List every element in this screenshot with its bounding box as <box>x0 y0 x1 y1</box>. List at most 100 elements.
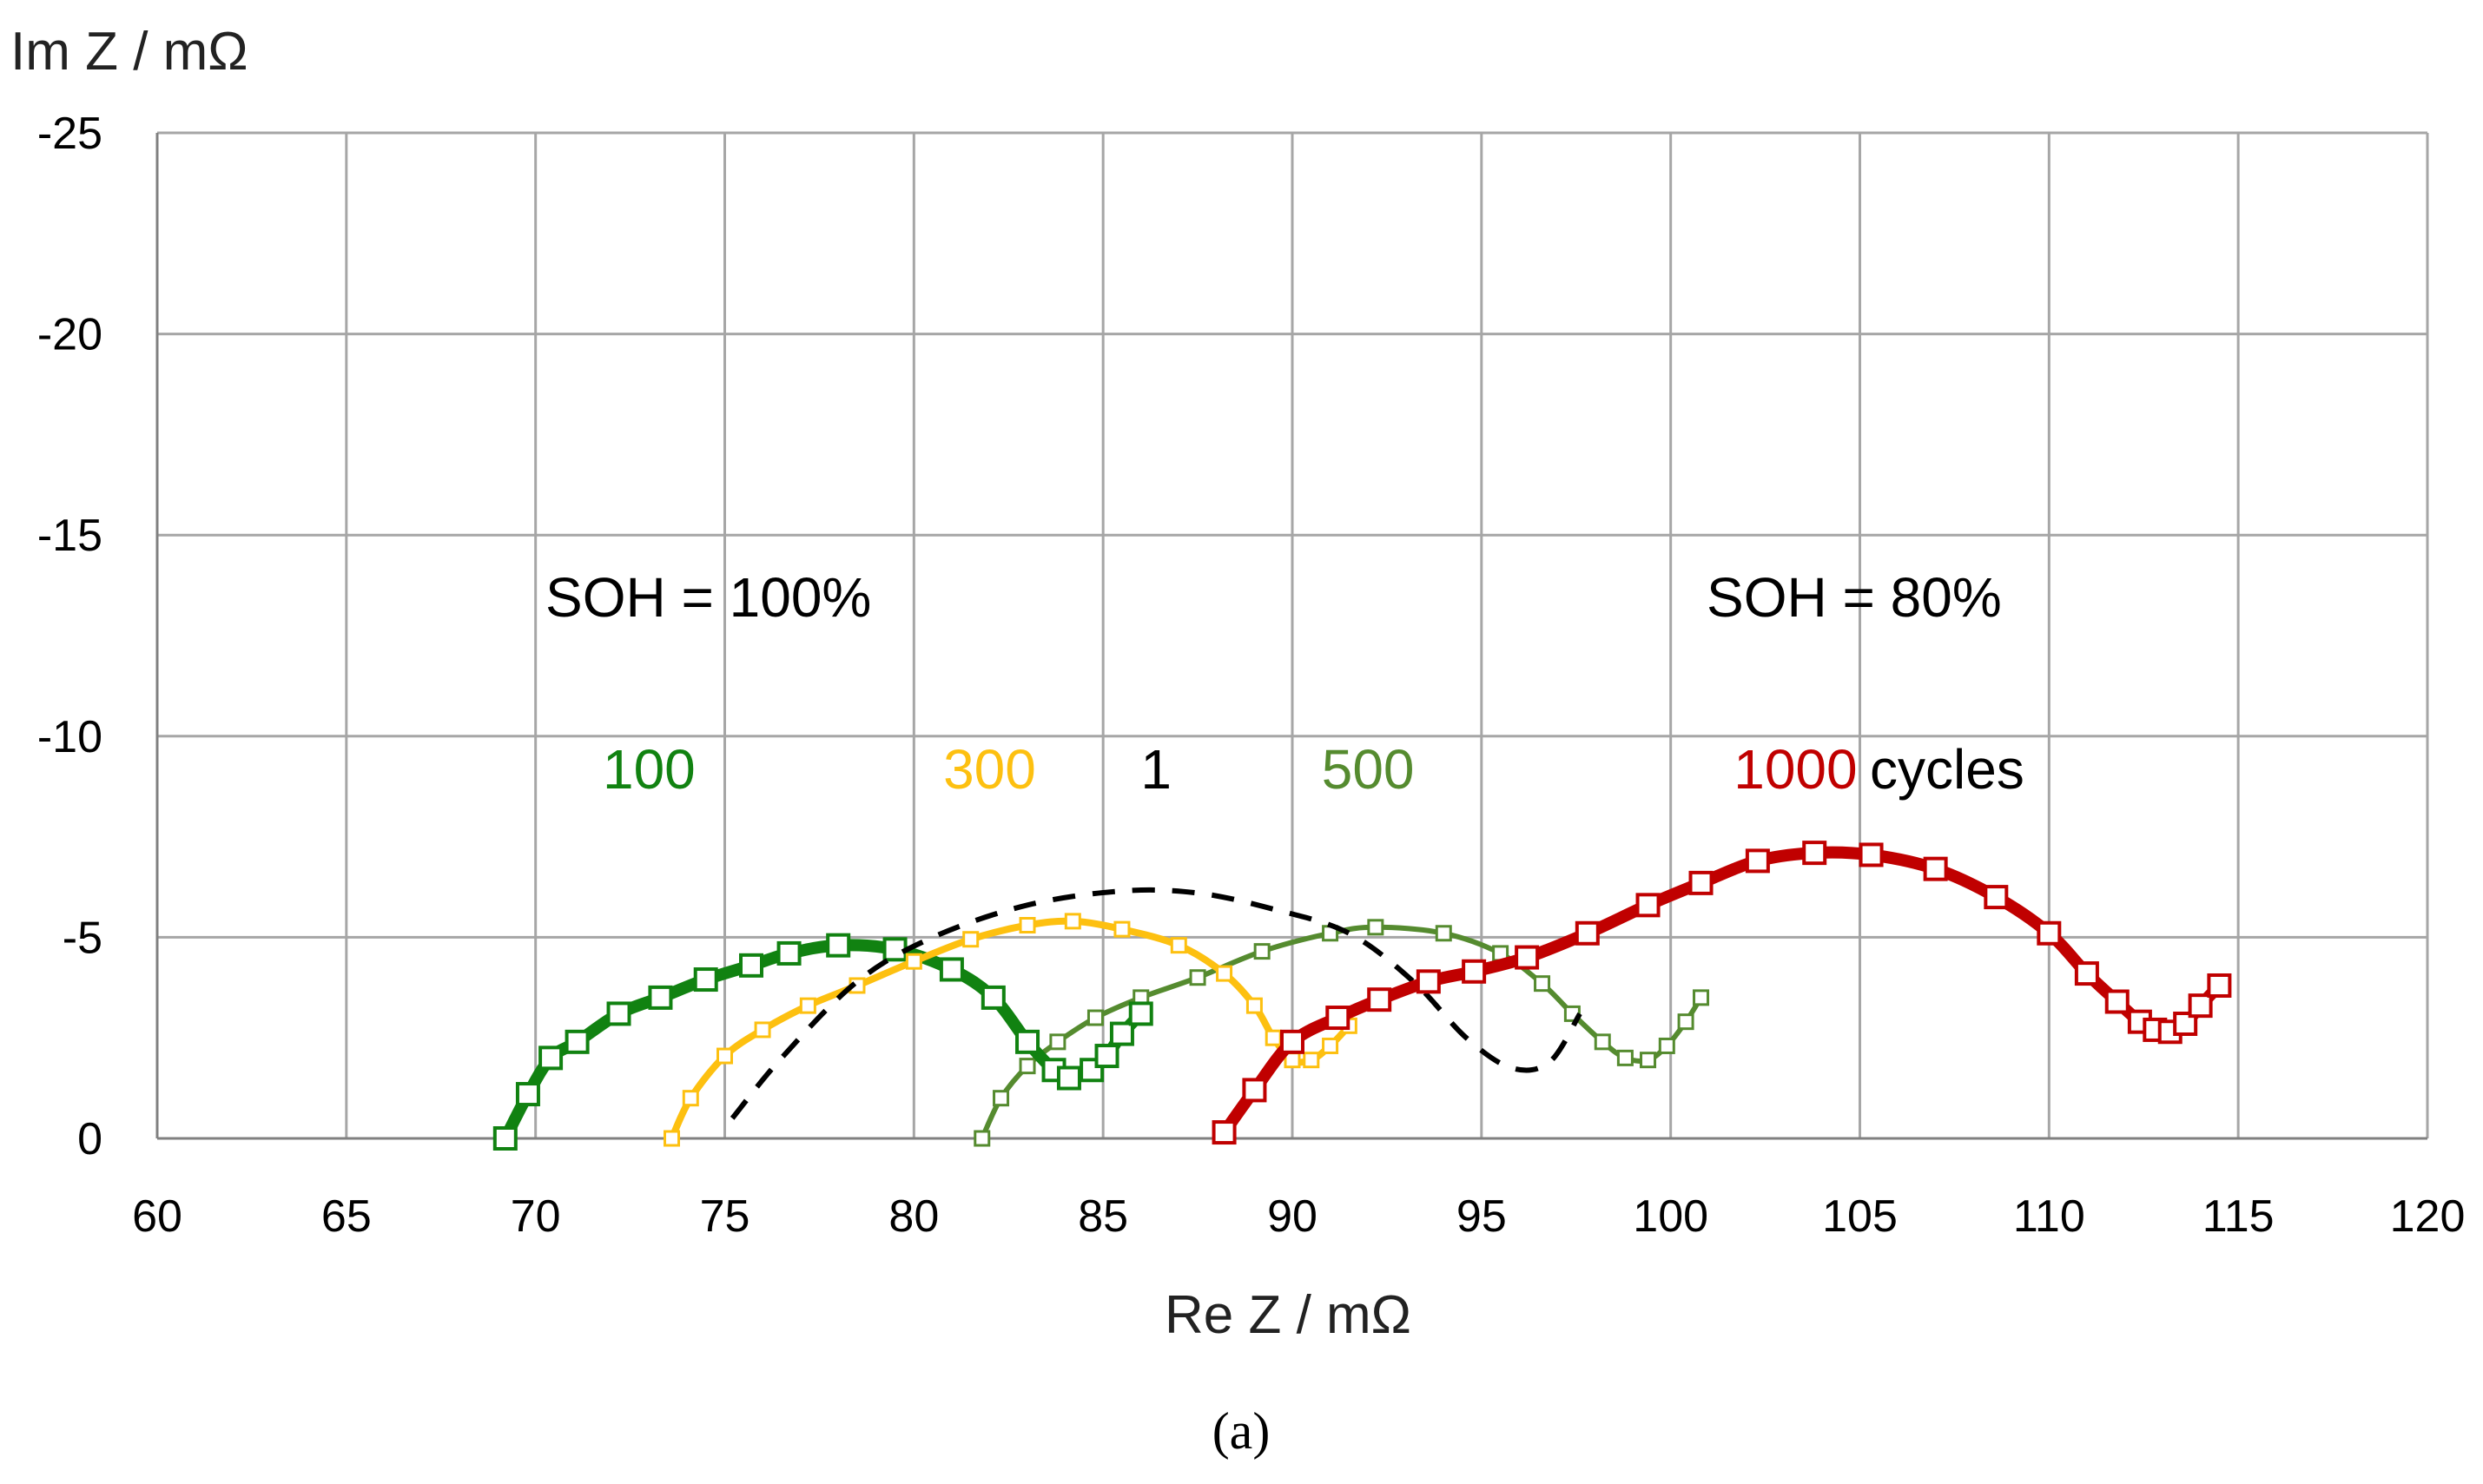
series-1000-point <box>2188 993 2213 1019</box>
series-500-point <box>1693 989 1710 1006</box>
series-100-point <box>648 985 673 1010</box>
series-1-cycles <box>730 887 1582 1120</box>
series-label-100: 100 <box>603 738 696 801</box>
x-tick-label: 80 <box>888 1191 939 1242</box>
series-500-point <box>1594 1033 1611 1051</box>
series-label-500: 500 <box>1322 738 1415 801</box>
series-500-point <box>1616 1049 1634 1066</box>
series-1000-point <box>1688 870 1714 895</box>
soh-80-annotation: SOH = 80% <box>1707 566 2002 629</box>
x-tick-label: 105 <box>1822 1191 1898 1242</box>
series-1000-point <box>1416 969 1441 994</box>
y-tick-label: 0 <box>77 1114 102 1164</box>
series-500-point <box>1367 919 1384 936</box>
series-300-point <box>1265 1029 1282 1046</box>
x-tick-label: 120 <box>2390 1191 2466 1242</box>
series-1000-point <box>1859 842 1884 867</box>
series-1000-point <box>1745 848 1770 874</box>
x-tick-label: 85 <box>1078 1191 1128 1242</box>
series-500-point <box>1086 1009 1104 1026</box>
series-1000-point <box>2074 961 2099 986</box>
series-1-line <box>730 887 1582 1120</box>
series-1000-point <box>1280 1029 1304 1054</box>
series-500-point <box>1677 1013 1694 1031</box>
x-tick-label: 95 <box>1456 1191 1507 1242</box>
series-300-point <box>1322 1037 1339 1054</box>
series-1000-point <box>1242 1078 1267 1103</box>
series-1000-point <box>1212 1120 1237 1145</box>
series-500-cycles <box>974 919 1710 1147</box>
series-300-point <box>682 1090 699 1107</box>
x-tick-label: 65 <box>321 1191 372 1242</box>
series-1000-point <box>1635 893 1661 918</box>
x-tick-label: 60 <box>132 1191 182 1242</box>
series-300-point <box>1216 965 1233 982</box>
series-1000-point <box>1802 841 1827 866</box>
series-300-point <box>754 1021 771 1039</box>
series-100-point <box>1109 1021 1134 1046</box>
series-100-point <box>738 953 763 978</box>
chart-labels: Im Z / mΩ Re Z / mΩ SOH = 100% SOH = 80%… <box>10 22 2024 1460</box>
series-500-point <box>1534 975 1551 993</box>
series-100-line <box>499 939 1147 1144</box>
series-1000-cycles <box>1212 841 2232 1145</box>
series-100-point <box>492 1126 518 1151</box>
series-100-point <box>1056 1065 1081 1091</box>
series-100-point <box>1015 1029 1040 1054</box>
x-tick-label: 100 <box>1633 1191 1708 1242</box>
series-300-point <box>1064 913 1081 930</box>
x-tick-label: 110 <box>2013 1191 2085 1242</box>
cycles-annotation: cycles <box>1870 738 2024 801</box>
series-300-point <box>962 931 980 948</box>
x-axis-label: Re Z / mΩ <box>1165 1285 1411 1345</box>
series-100-point <box>565 1029 590 1054</box>
y-axis-label: Im Z / mΩ <box>10 22 248 82</box>
series-500-point <box>1658 1037 1675 1054</box>
x-tick-label: 90 <box>1267 1191 1317 1242</box>
series-label-300: 300 <box>943 738 1036 801</box>
series-300-point <box>799 997 816 1014</box>
series-100-point <box>538 1045 564 1071</box>
series-1000-point <box>2207 973 2232 998</box>
y-tick-label: -5 <box>63 913 102 963</box>
series-300-point <box>664 1130 681 1147</box>
series-1000-point <box>1575 920 1600 946</box>
series-100-point <box>939 957 964 982</box>
series-100-point <box>1094 1044 1119 1069</box>
series-500-point <box>1049 1033 1067 1051</box>
figure-caption: (a) <box>1212 1402 1271 1460</box>
chart-series-layer: 500 100 300 1 1000 <box>492 738 2232 1151</box>
y-tick-label: -25 <box>37 109 102 159</box>
y-tick-label: -10 <box>37 712 102 762</box>
chart-axes: 60 65 70 75 80 85 90 95 100 105 110 115 120 0 -5 -10 -15… <box>37 109 2466 1242</box>
series-300-point <box>1170 937 1187 954</box>
series-1000-point <box>1984 885 2009 910</box>
series-100-point <box>981 985 1006 1010</box>
y-tick-label: -20 <box>37 310 102 360</box>
y-tick-label: -15 <box>37 511 102 561</box>
series-100-point <box>826 933 851 958</box>
series-label-1: 1 <box>1140 738 1172 801</box>
series-500-point <box>1435 925 1452 942</box>
x-tick-label: 75 <box>700 1191 750 1242</box>
series-1000-point <box>2037 920 2062 946</box>
series-300-cycles <box>664 913 1357 1147</box>
series-1000-point <box>1923 856 1948 881</box>
series-300-point <box>1113 920 1131 938</box>
series-100-point <box>776 940 802 966</box>
series-500-point <box>974 1130 991 1147</box>
series-1000-point <box>2104 989 2130 1014</box>
series-300-point <box>1245 997 1263 1014</box>
series-500-point <box>1640 1052 1657 1069</box>
x-tick-label: 70 <box>511 1191 561 1242</box>
x-tick-label: 115 <box>2202 1191 2275 1242</box>
series-300-point <box>1019 917 1036 934</box>
chart-grid <box>155 131 2429 1140</box>
series-500-point <box>1189 969 1206 986</box>
series-1000-point <box>1367 987 1392 1012</box>
series-500-point <box>1019 1058 1036 1075</box>
series-100-point <box>693 967 718 993</box>
series-100-cycles <box>492 933 1153 1151</box>
series-300-point <box>905 953 922 970</box>
